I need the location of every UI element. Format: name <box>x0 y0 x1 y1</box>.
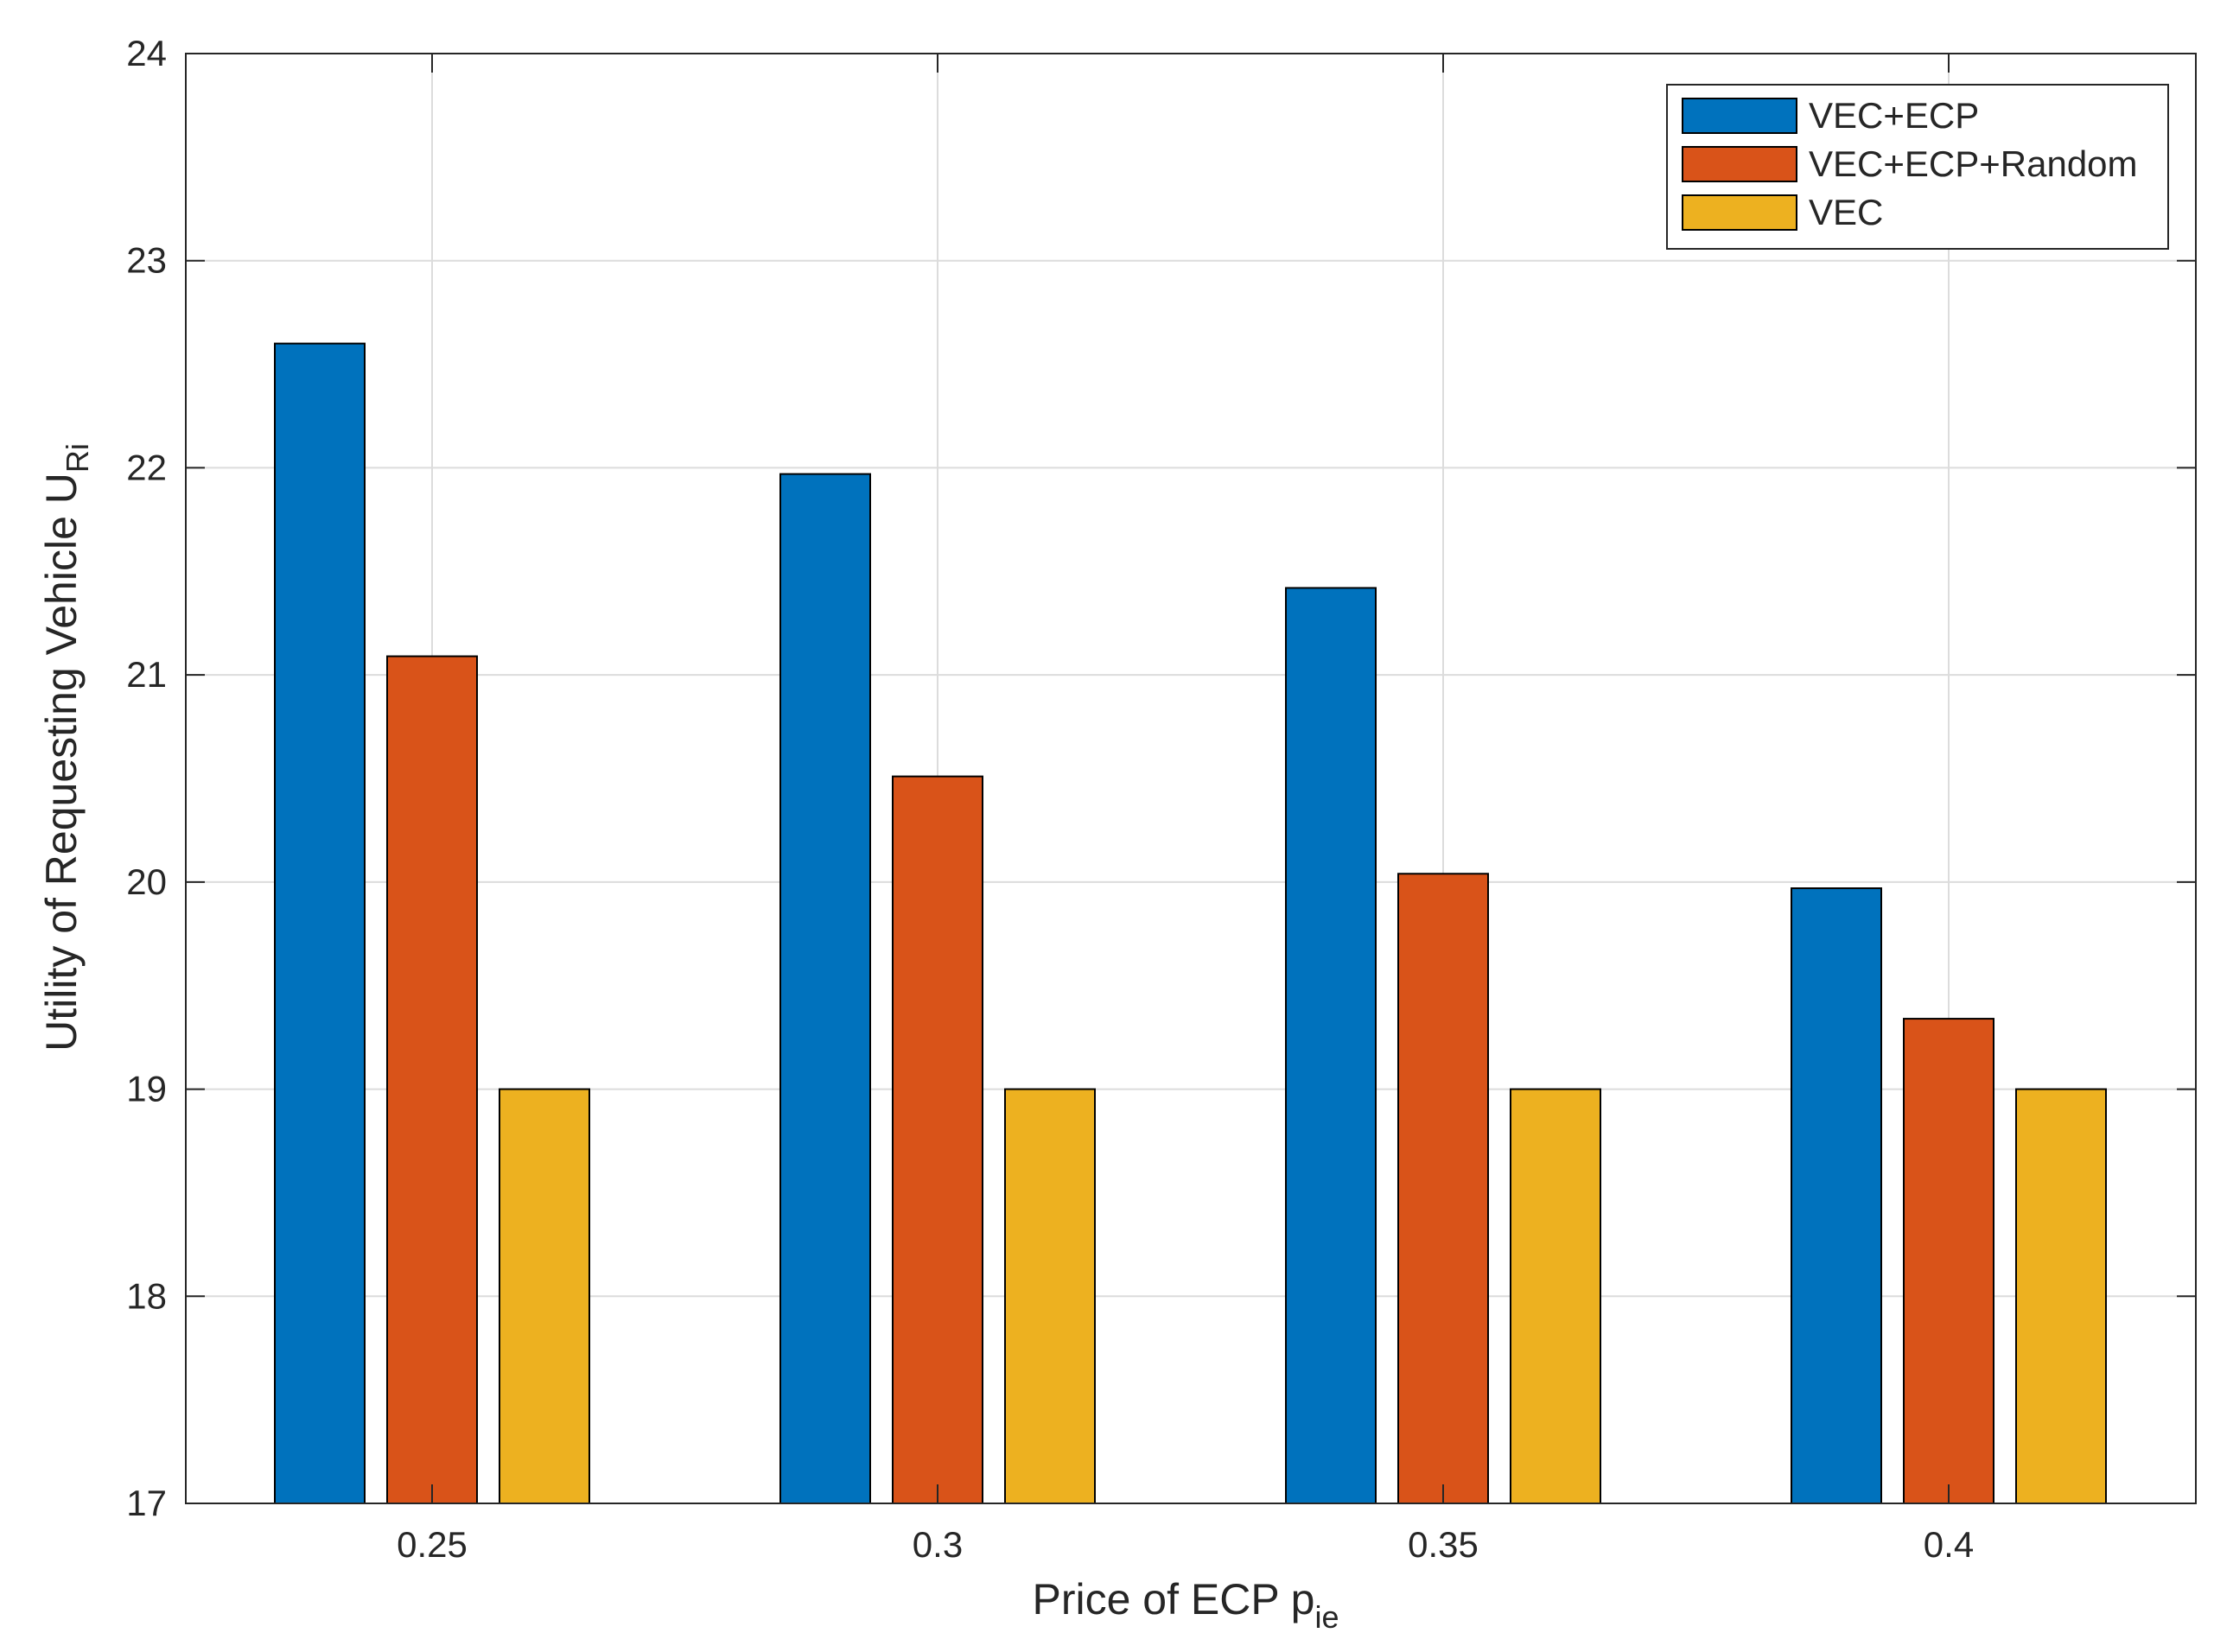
x-axis-title-subscript: ie <box>1314 1599 1339 1635</box>
legend: VEC+ECP VEC+ECP+Random VEC <box>1666 84 2169 250</box>
x-axis-title-main: Price of ECP p <box>1032 1575 1314 1623</box>
y-tick-label: 24 <box>126 33 167 73</box>
y-tick-label: 17 <box>126 1483 167 1523</box>
axes-box <box>185 53 2197 1504</box>
y-axis-title-main: Utility of Requesting Vehicle U <box>37 473 86 1052</box>
bars <box>274 342 2107 1505</box>
bar-vec-0.25 <box>499 1088 590 1504</box>
bar-vec-ecp-0.3 <box>779 473 871 1504</box>
bar-vec-0.4 <box>2015 1088 2107 1504</box>
bar-vec-ecp-random-0.25 <box>386 655 478 1504</box>
bar-vec-ecp-0.25 <box>274 342 366 1505</box>
x-tick-label: 0.3 <box>913 1524 963 1565</box>
y-tick-label: 19 <box>126 1069 167 1109</box>
legend-label-vec-ecp-random: VEC+ECP+Random <box>1809 143 2138 184</box>
y-tick-label: 22 <box>126 447 167 487</box>
legend-label-vec: VEC <box>1809 192 1883 232</box>
bar-vec-0.35 <box>1510 1088 1601 1504</box>
y-tick-label: 23 <box>126 240 167 281</box>
x-tick-label: 0.25 <box>397 1524 468 1565</box>
x-tick-label: 0.4 <box>1924 1524 1974 1565</box>
y-tick-label: 18 <box>126 1275 167 1316</box>
bar-vec-ecp-random-0.4 <box>1903 1018 1994 1505</box>
y-axis-title: Utility of Requesting Vehicle URi <box>37 443 95 1052</box>
y-tick-label: 21 <box>126 654 167 695</box>
ticks: 17 18 19 20 21 22 23 24 0.25 0.3 0.35 0.4 <box>126 33 2196 1565</box>
y-axis-title-subscript: Ri <box>60 443 95 473</box>
y-tick-label: 20 <box>126 861 167 902</box>
bar-vec-ecp-random-0.35 <box>1397 873 1489 1504</box>
bar-vec-ecp-0.35 <box>1285 587 1377 1504</box>
legend-label-vec-ecp: VEC+ECP <box>1809 95 1979 136</box>
x-tick-label: 0.35 <box>1408 1524 1479 1565</box>
x-axis-title: Price of ECP pie <box>1032 1575 1339 1635</box>
bar-vec-ecp-0.4 <box>1791 887 1882 1504</box>
bar-vec-0.3 <box>1004 1088 1096 1504</box>
bar-vec-ecp-random-0.3 <box>892 775 983 1504</box>
legend-swatch-vec <box>1682 194 1797 231</box>
legend-swatch-vec-ecp <box>1682 98 1797 134</box>
axes <box>185 53 2197 1504</box>
legend-swatch-vec-ecp-random <box>1682 146 1797 182</box>
